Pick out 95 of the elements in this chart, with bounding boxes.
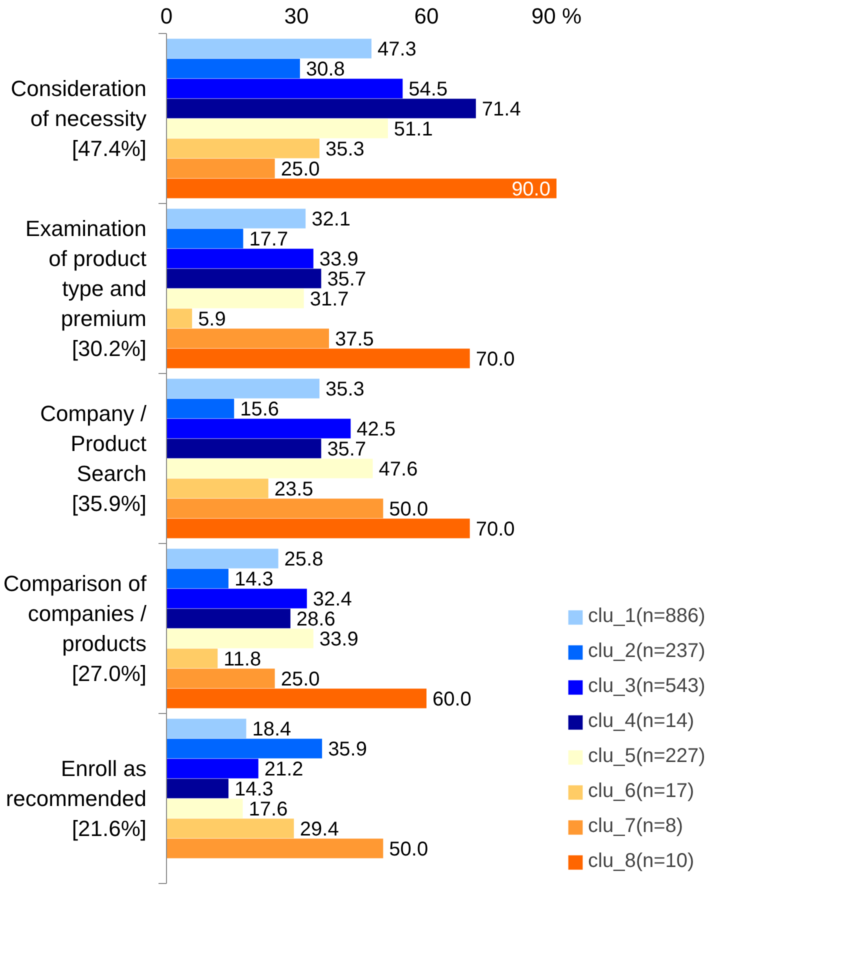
bar [166,308,192,328]
legend-label: clu_4(n=14) [588,710,694,733]
data-label: 5.9 [198,308,226,330]
bar [166,138,320,158]
data-label: 70.0 [476,348,515,370]
data-label: 47.3 [377,38,416,61]
y-tick-label: Company / Product Search [35.9%] [40,401,148,516]
bar [166,438,322,458]
bar [166,208,306,228]
bar [166,838,384,858]
data-label: 42.5 [356,418,396,441]
y-tick-label: Enroll as recommended [21.6%] [6,756,147,841]
data-label: 17.6 [248,798,288,820]
legend-label: clu_7(n=8) [588,815,684,838]
data-label: 29.4 [300,818,339,840]
bar [166,178,556,198]
bar [166,328,329,348]
data-label: 11.8 [224,648,262,670]
bar [166,588,307,608]
x-tick-label: 0 [160,4,173,28]
legend-label: clu_2(n=237) [588,640,706,663]
bar [166,478,268,498]
data-label: 47.6 [378,458,418,480]
data-label: 30.8 [306,58,345,81]
data-label: 35.7 [327,268,366,291]
data-label: 35.7 [327,438,366,461]
data-label: 37.5 [335,328,374,350]
data-label: 35.3 [325,378,364,401]
bar [166,458,373,478]
bar [166,78,403,98]
bar [166,688,426,708]
legend-label: clu_1(n=886) [588,605,706,628]
data-label: 35.3 [325,138,364,160]
legend-label: clu_5(n=227) [588,745,706,768]
data-label: 14.3 [234,568,274,591]
bar [166,118,388,138]
x-tick-label: 90 % [531,4,582,28]
data-label: 50.0 [389,838,428,860]
data-label: 14.3 [234,778,274,801]
bar [166,518,470,538]
bar [166,498,384,518]
legend-label: clu_8(n=10) [588,850,694,873]
data-label: 31.7 [310,288,349,310]
data-label: 71.4 [482,98,521,121]
bar [166,378,320,398]
bar [166,548,278,568]
bar [166,348,470,368]
data-label: 33.9 [319,628,358,650]
data-label: 17.7 [249,228,288,251]
bar [166,648,218,668]
data-label: 25.0 [280,668,320,690]
data-label: 51.1 [394,118,433,140]
data-label: 33.9 [319,248,358,271]
data-label: 23.5 [274,478,314,500]
legend-label: clu_6(n=17) [588,780,694,803]
bar [166,818,294,838]
data-label: 25.0 [280,158,320,180]
bar [166,268,322,288]
bar [166,778,228,798]
x-tick-label: 30 [284,4,309,28]
bar [166,98,476,118]
data-label: 25.8 [284,548,324,571]
y-tick-label: Consideration of necessity [47.4%] [10,76,147,161]
bar [166,418,351,438]
data-label: 70.0 [476,518,515,540]
data-label: 54.5 [408,78,448,101]
bar [166,398,234,418]
bar [166,608,290,628]
bar [166,248,314,268]
bar [166,568,228,588]
data-label: 15.6 [240,398,280,421]
data-label: 21.2 [264,758,304,781]
y-tick-label: Comparison of companies / products [27.0%] [3,571,148,686]
data-label: 18.4 [252,718,292,741]
bar [166,668,275,688]
data-label: 28.6 [296,608,336,631]
bar [166,288,304,308]
bar [166,798,243,818]
bar [166,58,300,78]
bar [166,228,244,248]
legend-label: clu_3(n=543) [588,675,706,698]
bar [166,38,372,58]
y-tick-label: Examination of product type and premium [30.2%] [25,216,147,361]
data-label: 35.9 [328,738,368,761]
bar [166,718,246,738]
data-label: 50.0 [389,498,428,520]
data-label: 32.1 [312,208,351,231]
bar [166,158,275,178]
data-label: 90.0 [512,178,551,200]
bar [166,758,258,778]
x-tick-label: 60 [414,4,439,28]
data-label: 32.4 [312,588,352,611]
bar [166,738,322,758]
bar [166,628,314,648]
data-label: 60.0 [432,688,472,710]
